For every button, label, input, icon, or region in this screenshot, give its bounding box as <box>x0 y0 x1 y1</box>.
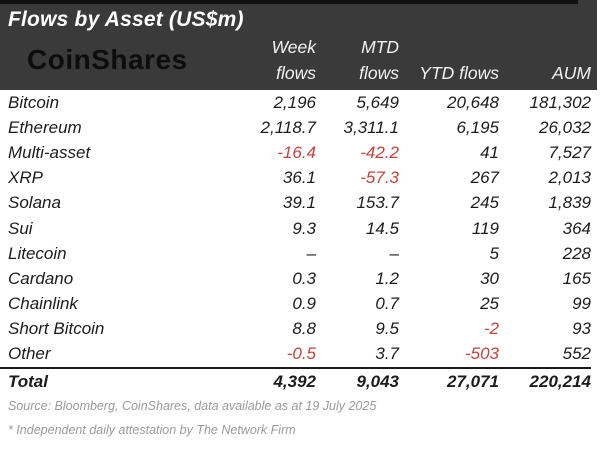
week-flows-value: – <box>306 243 316 263</box>
table-row: Litecoin – – 5 228 <box>0 241 591 266</box>
table-row: Solana 39.1 153.7 245 1,839 <box>0 191 591 216</box>
aum-value: 2,013 <box>548 168 591 188</box>
total-aum: 220,214 <box>529 371 591 391</box>
source-note: Source: Bloomberg, CoinShares, data avai… <box>8 399 377 413</box>
week-flows-value: -16.4 <box>277 142 316 162</box>
mtd-flows-value: 3.7 <box>375 344 399 364</box>
mtd-flows-value: -42.2 <box>360 142 399 162</box>
ytd-flows-value: 41 <box>480 142 499 162</box>
header-band: Flows by Asset (US$m) CoinShares Week MT… <box>0 0 597 90</box>
week-flows-value: 2,118.7 <box>260 117 316 137</box>
page-title: Flows by Asset (US$m) <box>8 8 244 31</box>
table-row: Sui 9.3 14.5 119 364 <box>0 216 591 241</box>
col-header-aum: AUM <box>552 63 591 83</box>
table-row: Chainlink 0.9 0.7 25 99 <box>0 292 591 317</box>
total-mtd-flows: 9,043 <box>356 371 399 391</box>
aum-value: 93 <box>572 319 591 339</box>
table-row: Short Bitcoin 8.8 9.5 -2 93 <box>0 317 591 342</box>
col-header-mtd-line1: MTD <box>361 37 399 57</box>
top-accent-strip <box>0 0 578 4</box>
mtd-flows-value: 5,649 <box>356 92 399 112</box>
mtd-flows-value: -57.3 <box>360 168 399 188</box>
aum-value: 228 <box>562 243 591 263</box>
week-flows-value: -0.5 <box>286 344 316 364</box>
asset-name: Other <box>8 344 51 364</box>
asset-name: Chainlink <box>8 294 78 314</box>
mtd-flows-value: 9.5 <box>375 319 399 339</box>
ytd-flows-value: 25 <box>480 294 499 314</box>
total-ytd-flows: 27,071 <box>447 371 499 391</box>
total-week-flows: 4,392 <box>273 371 316 391</box>
col-header-mtd-line2: flows <box>359 63 399 83</box>
week-flows-value: 2,196 <box>273 92 316 112</box>
week-flows-value: 39.1 <box>282 193 316 213</box>
table-total-row: Total 4,392 9,043 27,071 220,214 <box>0 367 591 394</box>
asset-name: Solana <box>8 193 61 213</box>
ytd-flows-value: 30 <box>480 268 499 288</box>
asset-name: Ethereum <box>8 117 82 137</box>
ytd-flows-value: 5 <box>489 243 499 263</box>
aum-value: 26,032 <box>539 117 591 137</box>
mtd-flows-value: 3,311.1 <box>343 117 399 137</box>
table-row: Bitcoin 2,196 5,649 20,648 181,302 <box>0 90 591 115</box>
col-header-week-line1: Week <box>271 37 316 57</box>
col-header-spacer <box>499 34 591 60</box>
flows-table: Bitcoin 2,196 5,649 20,648 181,302 Ether… <box>0 90 591 394</box>
mtd-flows-value: – <box>389 243 399 263</box>
week-flows-value: 0.9 <box>292 294 316 314</box>
ytd-flows-value: 267 <box>470 168 499 188</box>
table-row: XRP 36.1 -57.3 267 2,013 <box>0 166 591 191</box>
aum-value: 364 <box>562 218 591 238</box>
table-row: Other -0.5 3.7 -503 552 <box>0 342 591 367</box>
ytd-flows-value: -2 <box>483 319 499 339</box>
week-flows-value: 9.3 <box>292 218 316 238</box>
aum-value: 99 <box>572 294 591 314</box>
mtd-flows-value: 1.2 <box>375 268 399 288</box>
ytd-flows-value: 20,648 <box>447 92 499 112</box>
asset-name: Short Bitcoin <box>8 319 105 339</box>
week-flows-value: 0.3 <box>292 268 316 288</box>
table-row: Ethereum 2,118.7 3,311.1 6,195 26,032 <box>0 115 591 140</box>
asset-name: XRP <box>8 168 43 188</box>
mtd-flows-value: 153.7 <box>356 193 399 213</box>
ytd-flows-value: 6,195 <box>456 117 499 137</box>
asset-name: Litecoin <box>8 243 67 263</box>
col-header-ytd: YTD flows <box>419 63 499 83</box>
asset-name: Sui <box>8 218 33 238</box>
week-flows-value: 8.8 <box>292 319 316 339</box>
total-label: Total <box>8 371 48 391</box>
column-headers: Week MTD flows flows YTD flows AUM <box>8 34 591 90</box>
attestation-note: * Independent daily attestation by The N… <box>8 423 296 437</box>
aum-value: 181,302 <box>529 92 591 112</box>
col-header-spacer <box>8 34 208 60</box>
table-row: Cardano 0.3 1.2 30 165 <box>0 266 591 291</box>
mtd-flows-value: 0.7 <box>375 294 399 314</box>
week-flows-value: 36.1 <box>282 168 316 188</box>
asset-name: Multi-asset <box>8 142 91 162</box>
aum-value: 552 <box>562 344 591 364</box>
coinshares-logo: CoinShares <box>27 44 188 75</box>
aum-value: 7,527 <box>548 142 591 162</box>
asset-name: Bitcoin <box>8 92 60 112</box>
mtd-flows-value: 14.5 <box>365 218 399 238</box>
aum-value: 1,839 <box>548 193 591 213</box>
col-header-week-line2: flows <box>276 63 316 83</box>
ytd-flows-value: 119 <box>471 218 499 238</box>
col-header-spacer <box>8 60 208 86</box>
table-row: Multi-asset -16.4 -42.2 41 7,527 <box>0 140 591 165</box>
asset-name: Cardano <box>8 268 74 288</box>
ytd-flows-value: 245 <box>470 193 499 213</box>
aum-value: 165 <box>562 268 591 288</box>
ytd-flows-value: -503 <box>464 344 499 364</box>
col-header-spacer <box>399 34 499 60</box>
